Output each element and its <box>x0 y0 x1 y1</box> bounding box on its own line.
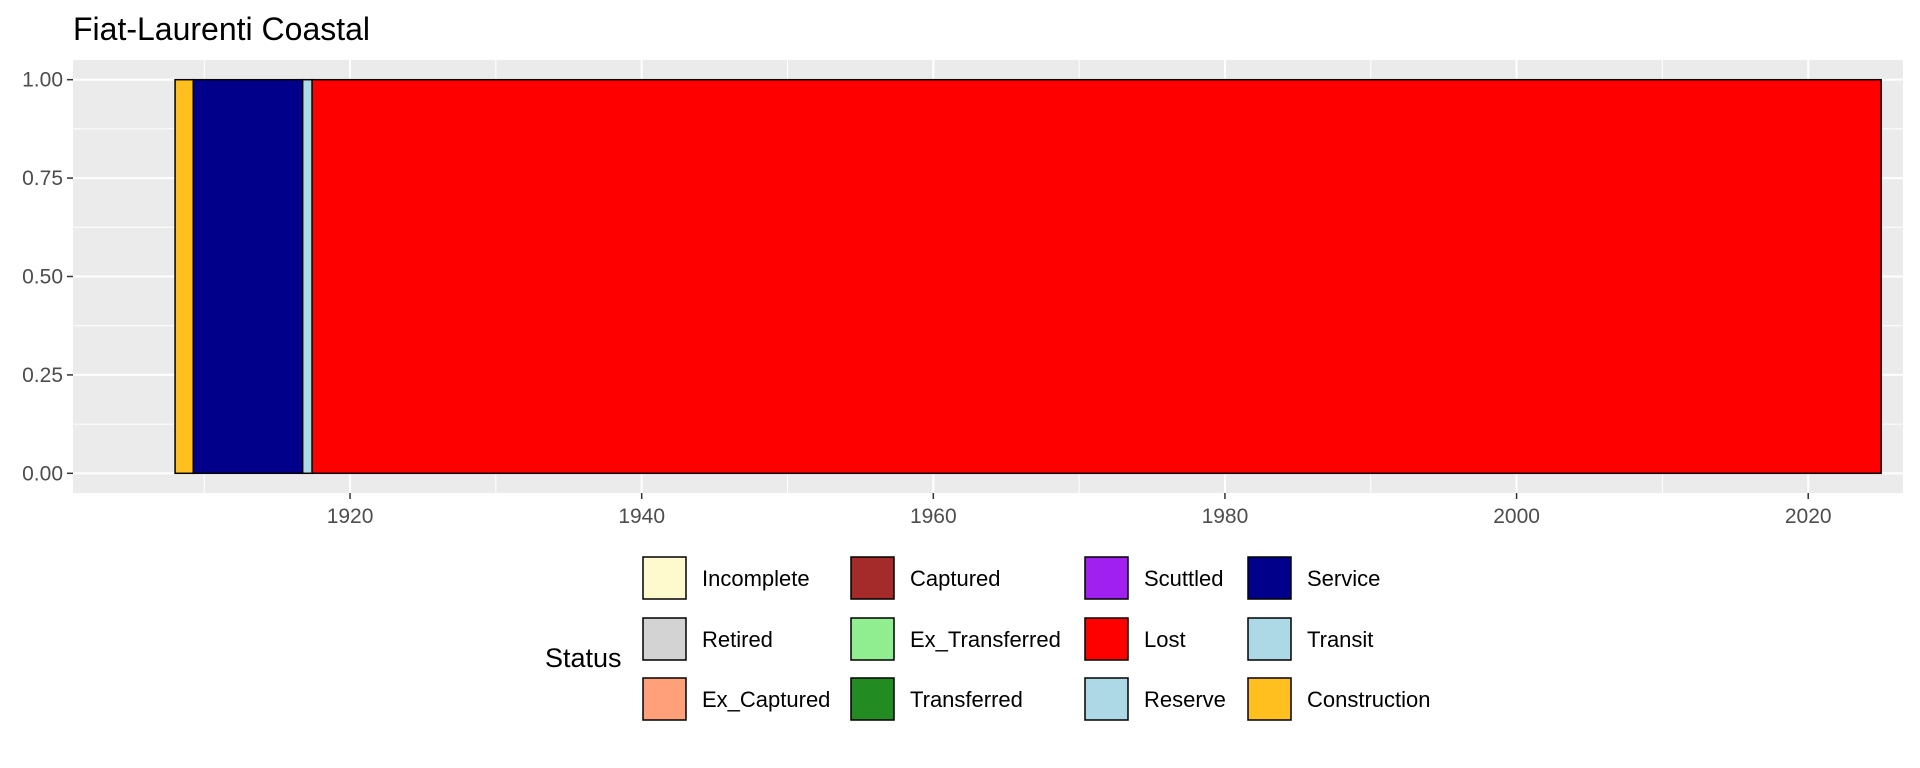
legend-key-reserve <box>1084 677 1129 721</box>
legend-label: Retired <box>702 627 773 652</box>
y-tick-label: 0.00 <box>22 462 63 485</box>
legend-label: Transferred <box>910 687 1023 712</box>
x-axis: 1920 1940 1960 1980 2000 2020 <box>327 493 1832 528</box>
legend-key-lost <box>1084 617 1129 661</box>
x-tick-label: 1960 <box>910 505 957 528</box>
legend-key-captured <box>850 556 895 600</box>
legend-key-ex-captured <box>642 677 687 721</box>
y-tick-label: 0.50 <box>22 266 63 289</box>
legend: Status Incomplete Retired Ex_Captured Captu… <box>545 556 1431 721</box>
bar-segment-lost <box>311 78 1882 475</box>
y-tick-label: 0.75 <box>22 167 63 190</box>
legend-title: Status <box>545 643 622 673</box>
chart-title: Fiat-Laurenti Coastal <box>73 11 370 47</box>
bar-segment-transit <box>301 78 313 475</box>
legend-label: Ex_Transferred <box>910 627 1061 652</box>
legend-label: Incomplete <box>702 566 810 591</box>
legend-label: Construction <box>1307 687 1431 712</box>
legend-key-ex-transferred <box>850 617 895 661</box>
legend-label: Transit <box>1307 627 1373 652</box>
legend-label: Scuttled <box>1144 566 1224 591</box>
legend-key-construction <box>1247 677 1292 721</box>
x-tick-label: 1940 <box>618 505 665 528</box>
x-tick-label: 1980 <box>1202 505 1249 528</box>
x-tick-label: 1920 <box>327 505 374 528</box>
legend-key-retired <box>642 617 687 661</box>
bar-segment-service <box>192 78 304 475</box>
y-tick-label: 1.00 <box>22 69 63 92</box>
legend-key-incomplete <box>642 556 687 600</box>
legend-label: Service <box>1307 566 1380 591</box>
legend-label: Captured <box>910 566 1001 591</box>
y-axis: 0.00 0.25 0.50 0.75 1.00 <box>22 69 73 485</box>
legend-label: Lost <box>1144 627 1186 652</box>
legend-label: Ex_Captured <box>702 687 830 712</box>
legend-key-transit <box>1247 617 1292 661</box>
legend-key-transferred <box>850 677 895 721</box>
legend-key-service <box>1247 556 1292 600</box>
x-tick-label: 2000 <box>1493 505 1540 528</box>
plot-panel <box>73 60 1903 493</box>
legend-key-scuttled <box>1084 556 1129 600</box>
bar-segment-construction <box>174 78 195 475</box>
y-tick-label: 0.25 <box>22 364 63 387</box>
legend-label: Reserve <box>1144 687 1226 712</box>
x-tick-label: 2020 <box>1785 505 1832 528</box>
